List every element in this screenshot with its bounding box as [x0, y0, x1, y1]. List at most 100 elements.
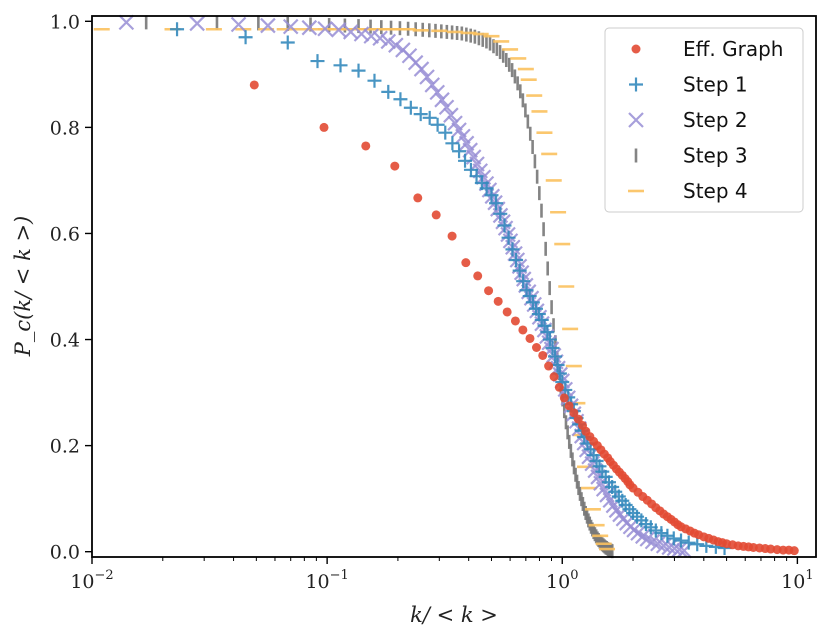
- data-point: [189, 15, 205, 32]
- legend-label: Step 4: [683, 179, 748, 203]
- x-tick-label: 10−2: [70, 568, 113, 593]
- data-point: [569, 408, 579, 418]
- data-point: [353, 26, 370, 42]
- y-tick-label: 0.0: [50, 542, 80, 564]
- data-point: [766, 544, 776, 554]
- y-axis-label: P_c(k/ < k >): [11, 216, 35, 358]
- series-step-4: [93, 27, 616, 551]
- data-point: [351, 63, 366, 78]
- data-point: [644, 533, 661, 550]
- data-point: [372, 30, 388, 47]
- legend: Eff. Graph Step 1 Step 2 Step 3 Step 4: [604, 27, 804, 213]
- data-point: [473, 271, 483, 281]
- data-point: [381, 84, 396, 99]
- data-point: [393, 92, 408, 107]
- x-tick-label: 10−1: [305, 568, 348, 593]
- data-point: [564, 401, 574, 411]
- data-point: [493, 296, 503, 306]
- y-tick-label: 0.8: [50, 117, 80, 139]
- data-point: [333, 58, 348, 73]
- data-point: [534, 312, 549, 327]
- data-point: [559, 393, 569, 403]
- series-eff-graph: [249, 80, 799, 556]
- data-point: [317, 20, 333, 37]
- data-point: [516, 274, 531, 289]
- series-step-1: [170, 22, 732, 555]
- data-point: [525, 295, 540, 310]
- legend-marker: [628, 112, 644, 128]
- legend-label: Step 3: [683, 144, 748, 168]
- legend-item: Step 2: [628, 108, 748, 132]
- legend-label: Step 1: [683, 73, 748, 97]
- data-point: [170, 22, 185, 37]
- series-step-2: [118, 14, 692, 559]
- data-point: [443, 107, 459, 123]
- data-point: [424, 77, 441, 93]
- legend-frame: [604, 27, 804, 213]
- data-point: [438, 99, 455, 116]
- data-point: [493, 206, 508, 221]
- data-point: [531, 342, 541, 352]
- x-axis: 10−2 10−1 100 101: [70, 557, 814, 593]
- data-point: [505, 242, 520, 257]
- data-point: [497, 218, 512, 233]
- y-tick-label: 0.4: [50, 330, 80, 352]
- data-point: [660, 528, 675, 543]
- data-point: [654, 526, 669, 541]
- data-point: [666, 531, 681, 546]
- legend-item: Step 3: [634, 144, 748, 168]
- data-point: [380, 33, 397, 50]
- data-point: [525, 333, 535, 343]
- plot-marks: [93, 14, 799, 559]
- data-point: [674, 533, 689, 548]
- data-point: [430, 117, 445, 132]
- data-point: [545, 341, 560, 356]
- data-point: [484, 286, 494, 296]
- data-point: [484, 188, 499, 203]
- data-point: [330, 22, 347, 38]
- data-point: [681, 535, 696, 550]
- data-point: [489, 196, 504, 211]
- data-point: [361, 141, 371, 151]
- data-point: [586, 448, 601, 463]
- data-point: [501, 230, 516, 245]
- y-axis: 0.0 0.2 0.4 0.6 0.8 1.0: [50, 11, 92, 564]
- legend-item: Eff. Graph: [631, 37, 783, 61]
- data-point: [413, 193, 423, 203]
- data-point: [509, 252, 524, 267]
- data-point: [447, 231, 457, 241]
- data-point: [544, 361, 554, 371]
- data-point: [510, 316, 520, 326]
- data-point: [282, 18, 299, 35]
- data-point: [538, 350, 548, 360]
- data-point: [634, 528, 651, 545]
- data-point: [230, 16, 247, 33]
- data-point: [518, 325, 528, 335]
- data-point: [554, 382, 564, 392]
- data-point: [310, 54, 325, 69]
- data-point: [249, 80, 259, 90]
- data-point: [549, 372, 559, 382]
- data-point: [367, 73, 382, 88]
- data-point: [789, 546, 799, 556]
- data-point: [280, 35, 295, 50]
- data-point: [301, 19, 318, 36]
- data-point: [438, 125, 453, 140]
- data-point: [573, 414, 583, 424]
- y-tick-label: 0.2: [50, 436, 80, 458]
- x-tick-label: 101: [781, 568, 813, 593]
- data-point: [390, 161, 400, 171]
- y-tick-label: 1.0: [50, 11, 80, 33]
- x-tick-label: 100: [546, 568, 578, 593]
- plot-frame: [91, 15, 817, 558]
- data-point: [388, 37, 404, 53]
- data-point: [540, 325, 555, 340]
- data-point: [403, 100, 418, 115]
- data-point: [522, 289, 537, 304]
- data-point: [434, 92, 450, 108]
- data-point: [512, 263, 527, 278]
- legend-label: Eff. Graph: [683, 37, 783, 61]
- data-point: [452, 144, 467, 159]
- series-step-3: [144, 15, 614, 559]
